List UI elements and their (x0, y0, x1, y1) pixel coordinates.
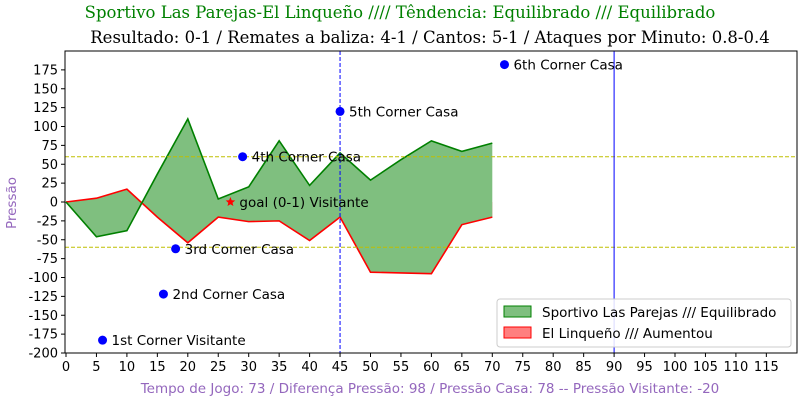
y-tick-label: 125 (33, 101, 58, 116)
y-tick-label: -100 (28, 271, 58, 286)
x-tick-label: 20 (180, 360, 197, 375)
annotation-label: 6th Corner Casa (513, 58, 622, 74)
annotation-label: 2nd Corner Casa (172, 287, 285, 303)
x-tick-label: 70 (484, 360, 501, 375)
legend-entry: El Linqueño /// Aumentou (542, 326, 713, 342)
legend-swatch (503, 305, 532, 318)
x-tick-label: 50 (362, 360, 379, 375)
y-tick-label: -150 (28, 309, 58, 324)
x-tick-label: 85 (575, 360, 592, 375)
x-axis-label: Tempo de Jogo: 73 / Diferença Pressão: 9… (140, 381, 720, 397)
y-axis-label: Pressão (4, 177, 20, 229)
x-tick-label: 55 (393, 360, 410, 375)
annotation-label: goal (0-1) Visitante (239, 195, 368, 211)
x-tick-label: 65 (454, 360, 471, 375)
x-tick-label: 40 (301, 360, 318, 375)
corner-marker (238, 152, 248, 162)
away-pressure-line (65, 188, 493, 275)
x-tick-label: 35 (271, 360, 288, 375)
x-tick-label: 105 (693, 360, 718, 375)
corner-marker (98, 335, 108, 345)
x-tick-label: 25 (210, 360, 227, 375)
corner-marker (158, 289, 168, 299)
legend-entry: Sportivo Las Parejas /// Equilibrado (542, 305, 776, 321)
y-tick-label: 0 (50, 196, 58, 211)
x-tick-label: 15 (149, 360, 166, 375)
corner-marker (335, 106, 345, 116)
x-tick-label: 80 (545, 360, 562, 375)
chart-subtitle: Resultado: 0-1 / Remates a baliza: 4-1 /… (90, 28, 770, 47)
legend-swatch (503, 326, 532, 339)
goal-marker (225, 197, 236, 206)
plot-area: 1st Corner Visitante 2nd Corner Casa 3rd C… (28, 50, 798, 375)
y-tick-label: -75 (37, 252, 58, 267)
home-pressure-area (66, 118, 493, 274)
home-pressure-line (65, 117, 493, 238)
legend-box (496, 298, 792, 348)
x-tick-label: 110 (723, 360, 748, 375)
y-tick-label: -175 (28, 328, 58, 343)
y-tick-label: 100 (33, 120, 58, 135)
x-tick-label: 90 (606, 360, 623, 375)
annotation-label: 5th Corner Casa (349, 104, 458, 120)
x-tick-label: 75 (514, 360, 531, 375)
x-tick-label: 0 (62, 360, 70, 375)
x-tick-label: 100 (663, 360, 688, 375)
x-tick-label: 5 (92, 360, 100, 375)
y-tick-label: 175 (33, 63, 58, 78)
x-tick-label: 60 (423, 360, 440, 375)
y-tick-label: 75 (41, 139, 58, 154)
chart-title: Sportivo Las Parejas-El Linqueño //// Tê… (85, 3, 716, 22)
corner-marker (171, 244, 181, 254)
y-tick-label: 25 (41, 177, 58, 192)
y-tick-label: 150 (33, 82, 58, 97)
annotation-label: 3rd Corner Casa (185, 242, 294, 258)
y-tick-label: -200 (28, 347, 58, 362)
corner-marker (499, 60, 509, 70)
y-tick-label: 50 (41, 158, 58, 173)
annotation-label: 1st Corner Visitante (112, 333, 246, 349)
y-tick-label: -25 (37, 214, 58, 229)
y-tick-label: -125 (28, 290, 58, 305)
x-tick-label: 10 (119, 360, 136, 375)
y-tick-label: -50 (37, 233, 58, 248)
x-tick-label: 45 (332, 360, 349, 375)
x-tick-label: 30 (240, 360, 257, 375)
x-tick-label: 115 (754, 360, 779, 375)
annotation-label: 4th Corner Casa (252, 150, 361, 166)
x-tick-label: 95 (636, 360, 653, 375)
